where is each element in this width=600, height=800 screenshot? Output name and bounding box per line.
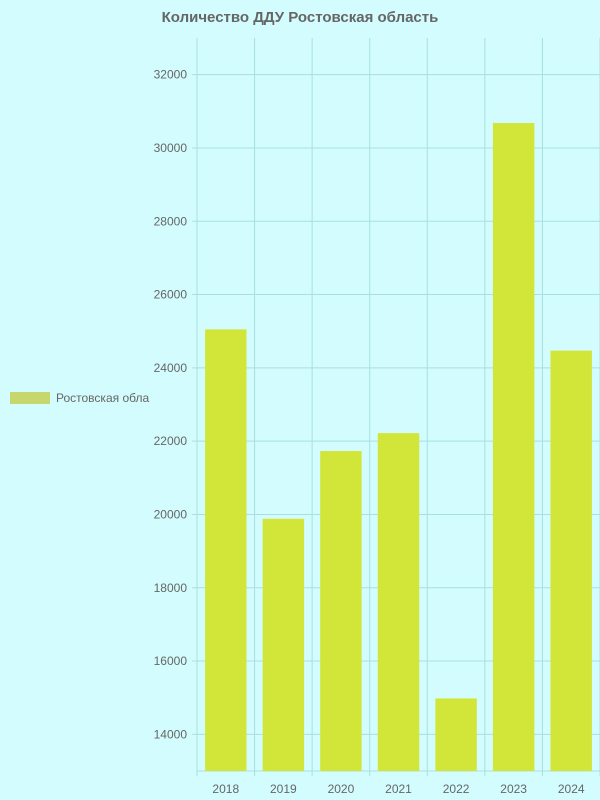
y-tick-label: 22000: [154, 434, 188, 448]
y-tick-label: 32000: [154, 68, 188, 82]
y-tick-label: 16000: [154, 654, 188, 668]
y-tick-label: 20000: [154, 507, 188, 521]
bar-2023[interactable]: [492, 123, 535, 771]
x-tick-label: 2023: [500, 782, 527, 796]
x-tick-label: 2024: [558, 782, 585, 796]
bar-2022[interactable]: [435, 698, 477, 771]
ticks-layer: 14000 16000 18000 20000 22000 24000 26000 28000…: [154, 68, 585, 796]
y-tick-label: 26000: [154, 288, 188, 302]
chart-title: Количество ДДУ Ростовская область: [161, 9, 439, 26]
legend-label: Ростовская обла: [56, 391, 150, 405]
y-tick-label: 30000: [154, 141, 188, 155]
legend-swatch: [10, 392, 50, 404]
bar-2021[interactable]: [377, 433, 420, 771]
y-tick-label: 28000: [154, 214, 188, 228]
bar-2018[interactable]: [205, 329, 247, 771]
x-tick-label: 2022: [443, 782, 470, 796]
bar-2024[interactable]: [550, 350, 592, 771]
x-tick-label: 2020: [328, 782, 355, 796]
y-tick-label: 24000: [154, 361, 188, 375]
bar-2019[interactable]: [262, 518, 305, 771]
legend[interactable]: Ростовская обла: [10, 391, 149, 405]
y-tick-label: 18000: [154, 581, 188, 595]
x-tick-label: 2019: [270, 782, 297, 796]
y-tick-label: 14000: [154, 727, 188, 741]
bar-2020[interactable]: [320, 451, 362, 771]
x-tick-label: 2021: [385, 782, 412, 796]
bars-layer: [205, 123, 592, 771]
x-tick-label: 2018: [212, 782, 239, 796]
